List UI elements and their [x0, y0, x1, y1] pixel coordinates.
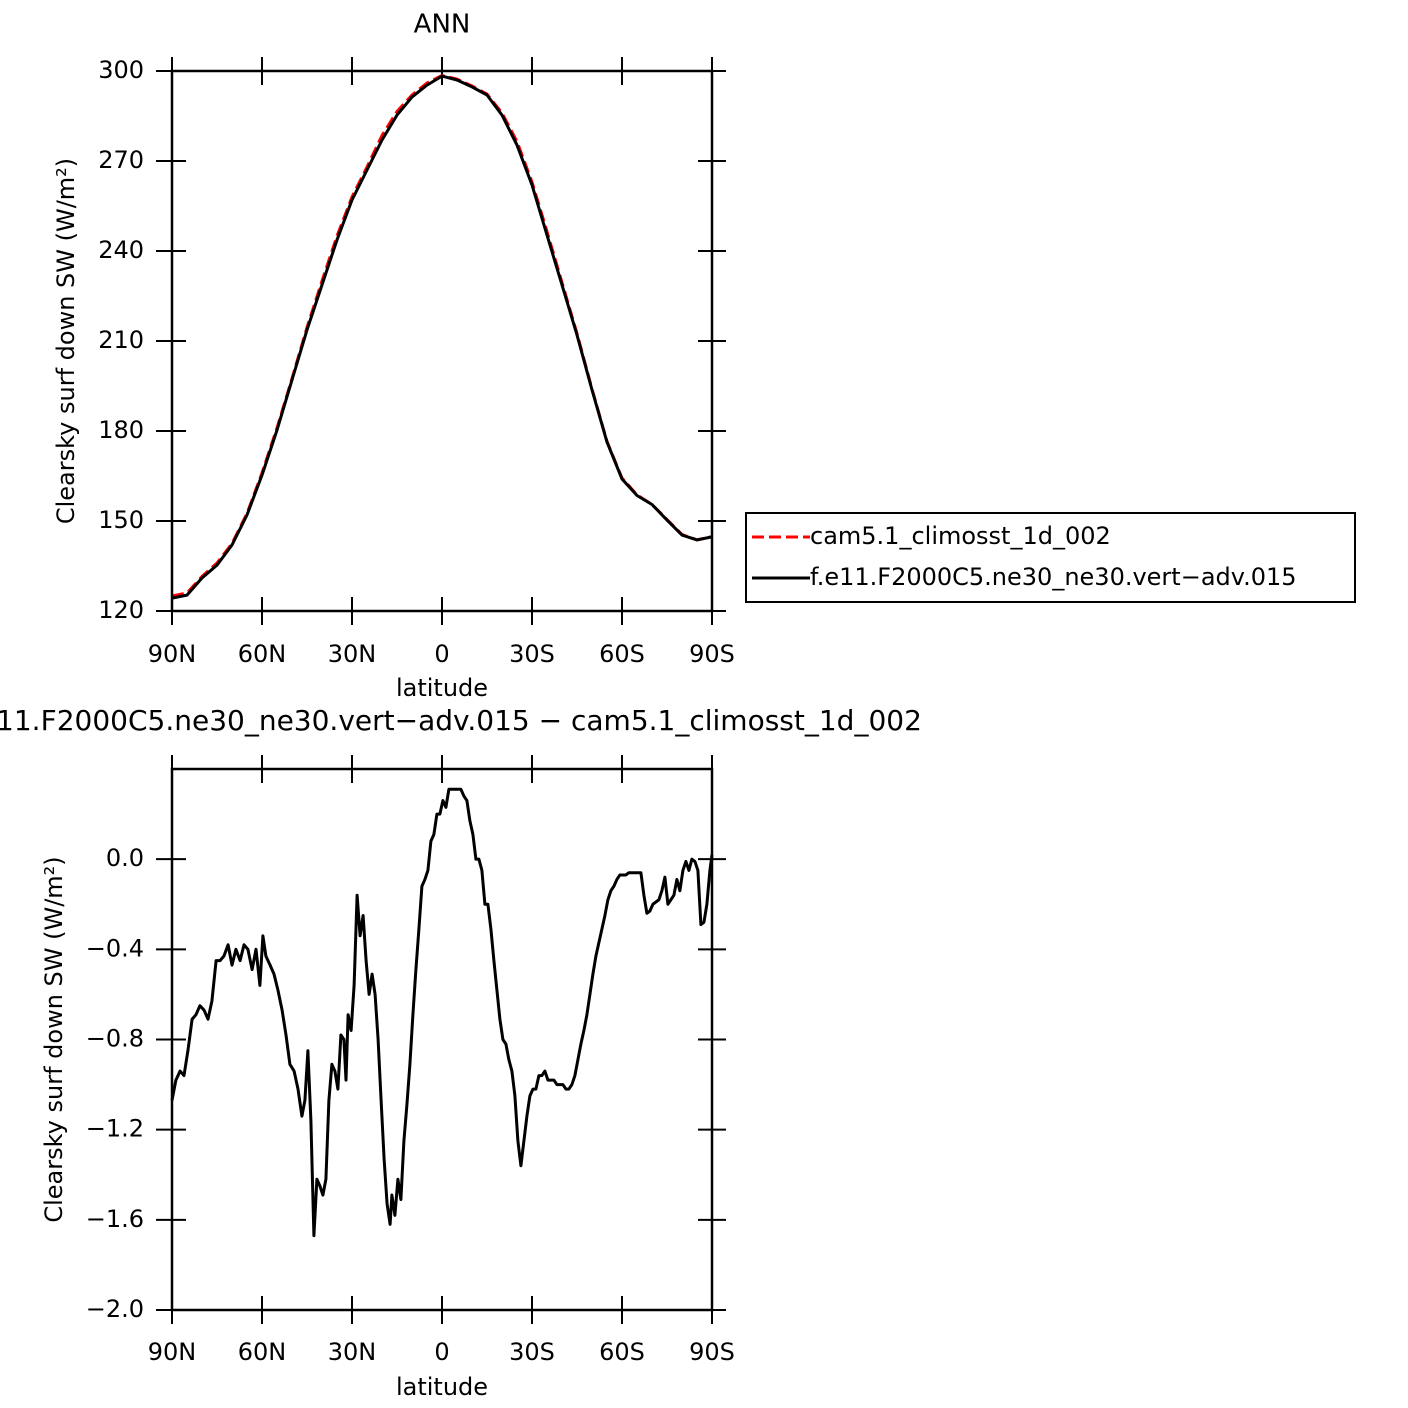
data-line — [171, 74, 713, 600]
x-tick-label: 30N — [328, 1338, 377, 1366]
plot-frame — [170, 767, 714, 1312]
x-tick-label: 90N — [148, 1338, 197, 1366]
x-tick-label: 0 — [434, 1338, 449, 1366]
x-tick-label: 0 — [434, 640, 449, 668]
x-tick-label: 90S — [689, 1338, 735, 1366]
x-axis-label: latitude — [396, 1373, 488, 1401]
x-tick-label: 30S — [509, 640, 555, 668]
y-tick-label: −0.8 — [86, 1025, 144, 1053]
data-line — [170, 787, 714, 1238]
x-tick-label: 60S — [599, 1338, 645, 1366]
y-tick-label: −1.6 — [86, 1205, 144, 1233]
x-tick-label: 30S — [509, 1338, 555, 1366]
y-tick-label: −2.0 — [86, 1295, 144, 1323]
y-tick-label: −0.4 — [86, 934, 144, 962]
x-tick-label: 90N — [148, 640, 197, 668]
y-tick-label: 120 — [98, 596, 144, 624]
y-tick-label: 300 — [98, 56, 144, 84]
data-line — [171, 74, 713, 598]
legend-box — [745, 512, 1356, 603]
y-tick-label: 180 — [98, 416, 144, 444]
y-tick-label: 270 — [98, 146, 144, 174]
y-axis-label: Clearsky surf down SW (W/m²) — [40, 856, 68, 1222]
x-axis-label: latitude — [396, 674, 488, 702]
y-tick-label: −1.2 — [86, 1115, 144, 1143]
x-tick-label: 30N — [328, 640, 377, 668]
legend-label: f.e11.F2000C5.ne30_ne30.vert−adv.015 — [810, 563, 1297, 591]
legend-label: cam5.1_climosst_1d_002 — [810, 522, 1111, 550]
y-tick-label: 0.0 — [106, 844, 144, 872]
y-tick-label: 210 — [98, 326, 144, 354]
x-tick-label: 60S — [599, 640, 645, 668]
y-tick-label: 150 — [98, 506, 144, 534]
x-tick-label: 60N — [238, 1338, 287, 1366]
y-tick-label: 240 — [98, 236, 144, 264]
plot-frame — [170, 69, 714, 613]
chart-title: f.e11.F2000C5.ne30_ne30.vert−adv.015 − c… — [0, 704, 922, 737]
x-tick-label: 60N — [238, 640, 287, 668]
x-tick-label: 90S — [689, 640, 735, 668]
chart-title: ANN — [414, 10, 471, 40]
y-axis-label: Clearsky surf down SW (W/m²) — [52, 158, 80, 524]
